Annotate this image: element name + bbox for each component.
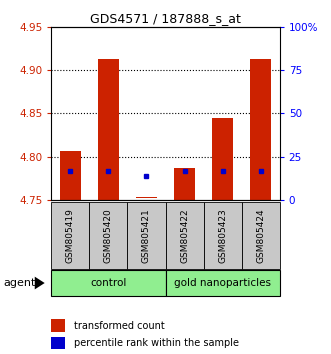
Bar <box>98 59 119 200</box>
Bar <box>166 202 204 269</box>
Text: GSM805423: GSM805423 <box>218 208 227 263</box>
Bar <box>250 59 271 200</box>
Text: GSM805424: GSM805424 <box>256 208 265 263</box>
Bar <box>166 270 280 296</box>
Text: GSM805420: GSM805420 <box>104 208 113 263</box>
Bar <box>51 337 65 349</box>
Text: percentile rank within the sample: percentile rank within the sample <box>74 338 239 348</box>
Bar <box>242 202 280 269</box>
Bar <box>212 118 233 200</box>
Bar <box>136 196 157 198</box>
Bar <box>174 168 195 200</box>
Bar <box>51 319 65 332</box>
Bar <box>51 202 89 269</box>
Text: agent: agent <box>3 278 36 288</box>
Text: control: control <box>90 278 126 288</box>
Bar <box>127 202 166 269</box>
Text: gold nanoparticles: gold nanoparticles <box>174 278 271 288</box>
Text: transformed count: transformed count <box>74 321 165 331</box>
Polygon shape <box>35 277 45 290</box>
Text: GSM805419: GSM805419 <box>66 208 75 263</box>
Bar <box>60 150 81 200</box>
Bar <box>51 270 166 296</box>
Bar <box>89 202 127 269</box>
Bar <box>204 202 242 269</box>
Title: GDS4571 / 187888_s_at: GDS4571 / 187888_s_at <box>90 12 241 25</box>
Text: GSM805422: GSM805422 <box>180 208 189 263</box>
Text: GSM805421: GSM805421 <box>142 208 151 263</box>
